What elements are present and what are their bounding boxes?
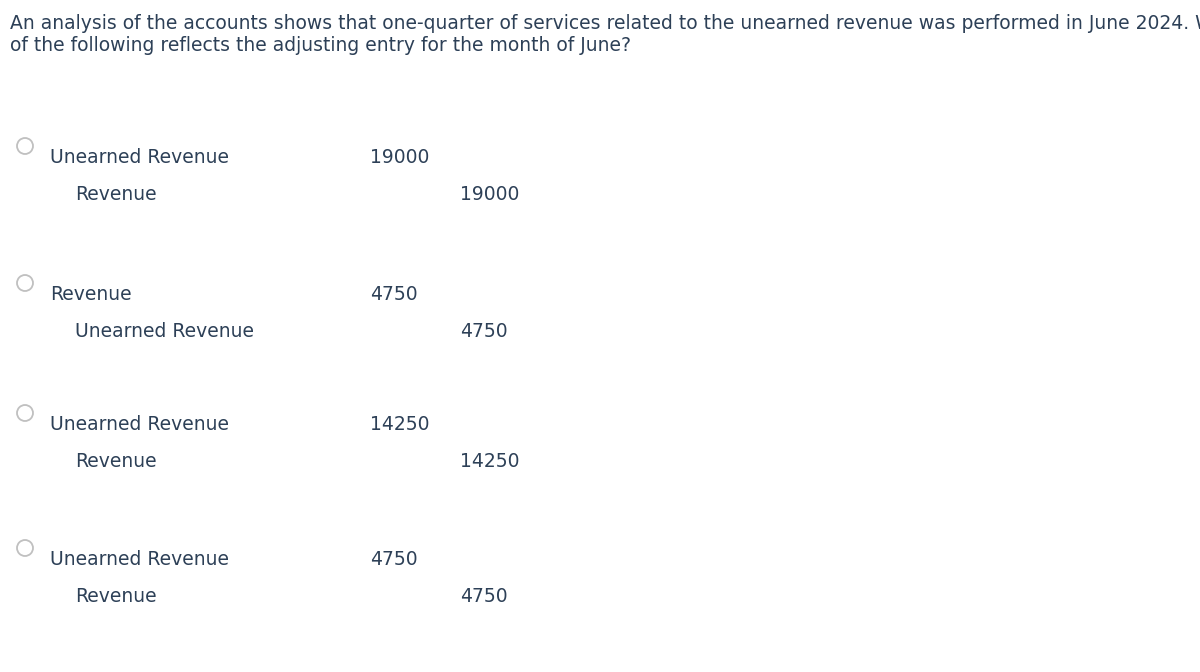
Text: Revenue: Revenue [74,452,157,471]
Text: Revenue: Revenue [74,185,157,204]
Text: Revenue: Revenue [74,587,157,606]
Text: 19000: 19000 [460,185,520,204]
Text: An analysis of the accounts shows that one-quarter of services related to the un: An analysis of the accounts shows that o… [10,14,1200,33]
Text: Unearned Revenue: Unearned Revenue [50,148,229,167]
Text: 4750: 4750 [370,285,418,304]
Text: 19000: 19000 [370,148,430,167]
Text: 4750: 4750 [370,550,418,569]
Text: 14250: 14250 [460,452,520,471]
Text: 14250: 14250 [370,415,430,434]
Text: Unearned Revenue: Unearned Revenue [50,415,229,434]
Text: Revenue: Revenue [50,285,132,304]
Text: Unearned Revenue: Unearned Revenue [50,550,229,569]
Text: 4750: 4750 [460,322,508,341]
Text: 4750: 4750 [460,587,508,606]
Text: of the following reflects the adjusting entry for the month of June?: of the following reflects the adjusting … [10,36,631,55]
Text: Unearned Revenue: Unearned Revenue [74,322,254,341]
